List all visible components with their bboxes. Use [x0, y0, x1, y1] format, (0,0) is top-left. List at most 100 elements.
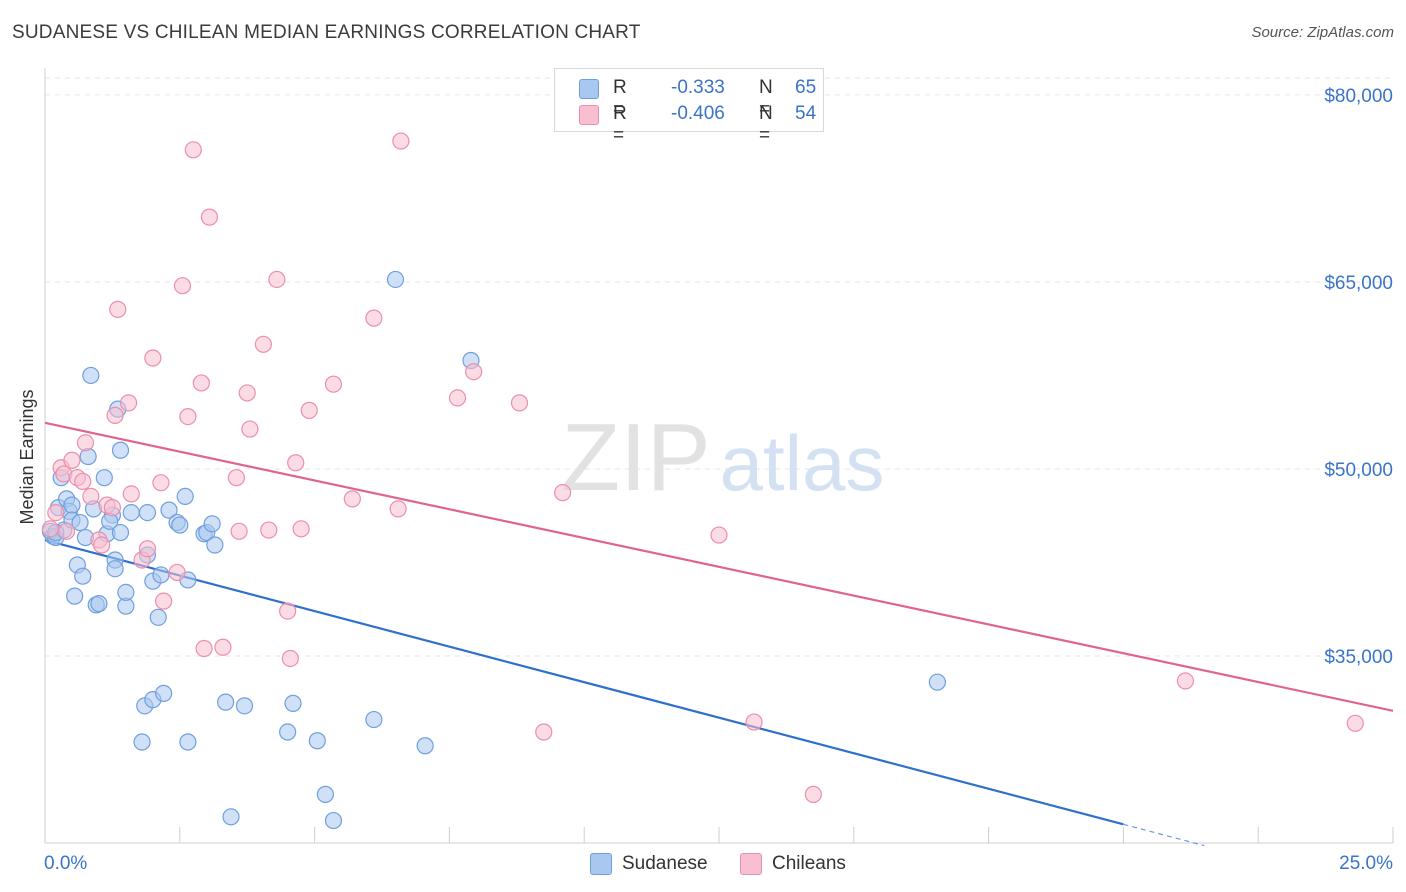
chileans-point: [192, 374, 210, 392]
y-axis-label: Median Earnings: [17, 389, 37, 524]
sudanese-point: [279, 723, 297, 741]
chileans-point: [710, 526, 728, 544]
y-tick-label: $80,000: [1324, 86, 1393, 107]
sudanese-trend-extension: [1123, 823, 1205, 847]
chileans-swatch: [579, 105, 599, 125]
n-label: N =: [759, 103, 773, 146]
chileans-point: [535, 723, 553, 741]
chileans-point: [119, 394, 138, 412]
sudanese-point: [122, 504, 140, 522]
sudanese-point: [416, 737, 434, 755]
chileans-point: [200, 208, 219, 226]
sudanese-point: [365, 710, 383, 729]
sudanese-point: [71, 513, 89, 532]
chileans-legend-swatch: [740, 853, 762, 875]
chileans-point: [82, 487, 100, 505]
sudanese-point: [203, 515, 221, 533]
chileans-point: [241, 420, 259, 438]
sudanese-point: [133, 733, 151, 751]
chart-title: SUDANESE VS CHILEAN MEDIAN EARNINGS CORR…: [12, 22, 641, 43]
chileans-point: [365, 309, 383, 327]
chileans-point: [122, 485, 140, 503]
chileans-point: [324, 375, 343, 393]
chileans-point: [510, 394, 529, 412]
chileans-point: [152, 474, 170, 492]
chileans-point: [230, 522, 248, 540]
chileans-point: [448, 389, 467, 407]
chileans-point: [1346, 714, 1364, 732]
chileans-point: [254, 335, 272, 353]
chileans-point: [392, 132, 410, 150]
chileans-trend-line: [44, 421, 1394, 712]
chileans-point: [184, 141, 202, 159]
watermark-zip: ZIP: [561, 404, 710, 511]
chileans-point: [281, 649, 299, 668]
chileans-point: [214, 638, 232, 656]
chileans-point: [227, 469, 246, 487]
chileans-point: [745, 713, 763, 731]
source-label: Source: ZipAtlas.com: [1251, 24, 1394, 41]
zipatlas-watermark: ZIP atlas: [561, 404, 884, 511]
sudanese-point: [74, 567, 92, 585]
chileans-point: [47, 504, 65, 522]
chileans-point: [389, 500, 407, 518]
chileans-point: [144, 349, 162, 367]
sudanese-point: [111, 441, 130, 459]
chileans-point: [57, 522, 76, 540]
chileans-point: [195, 639, 213, 658]
chileans-point: [106, 406, 124, 424]
sudanese-point: [111, 523, 130, 542]
r-label: R =: [613, 103, 627, 146]
watermark-atlas: atlas: [720, 419, 885, 507]
chileans-point: [103, 499, 122, 517]
sudanese-point: [90, 595, 108, 613]
chileans-point: [74, 472, 92, 491]
n-value: 54: [795, 103, 817, 124]
sudanese-legend-swatch: [590, 853, 612, 875]
chileans-point: [168, 563, 186, 582]
stats-legend: R = -0.333 N = 65 R = -0.406 N = 54: [554, 68, 824, 146]
sudanese-point: [138, 504, 157, 522]
chileans-point: [41, 520, 59, 538]
chileans-point: [138, 540, 157, 558]
sudanese-point: [222, 808, 240, 826]
chileans-point: [179, 408, 197, 426]
sudanese-swatch: [579, 79, 599, 99]
r-label: R =: [613, 77, 627, 120]
sudanese-point: [206, 536, 224, 554]
n-value: 65: [795, 77, 817, 98]
r-value: -0.406: [671, 103, 725, 124]
sudanese-point: [324, 811, 343, 830]
sudanese-point: [66, 587, 84, 605]
sudanese-point: [82, 366, 100, 385]
sudanese-point: [386, 270, 405, 289]
chileans-point: [1176, 672, 1195, 690]
y-tick-label: $35,000: [1324, 647, 1393, 668]
sudanese-point: [235, 697, 254, 715]
chileans-point: [173, 277, 192, 295]
chileans-point: [260, 521, 278, 539]
chileans-point: [343, 490, 361, 508]
sudanese-point: [63, 496, 81, 514]
r-value: -0.333: [671, 77, 725, 98]
chileans-point: [93, 536, 111, 554]
chileans-point: [109, 300, 127, 318]
chileans-point: [155, 592, 173, 610]
chileans-point: [268, 270, 286, 289]
chileans-point: [287, 454, 305, 472]
chileans-legend-label: Chileans: [772, 853, 846, 874]
n-label: N =: [759, 77, 773, 120]
sudanese-point: [149, 608, 167, 626]
sudanese-point: [95, 469, 113, 487]
chileans-point: [279, 602, 297, 620]
sudanese-legend-label: Sudanese: [622, 853, 708, 874]
chileans-point: [238, 384, 256, 402]
chileans-point: [804, 785, 822, 803]
sudanese-point: [179, 733, 197, 751]
x-tick-label-min: 0.0%: [44, 853, 87, 874]
sudanese-point: [155, 684, 173, 702]
chileans-point: [300, 401, 318, 419]
sudanese-point: [176, 487, 194, 505]
sudanese-trend-line: [44, 538, 1124, 826]
